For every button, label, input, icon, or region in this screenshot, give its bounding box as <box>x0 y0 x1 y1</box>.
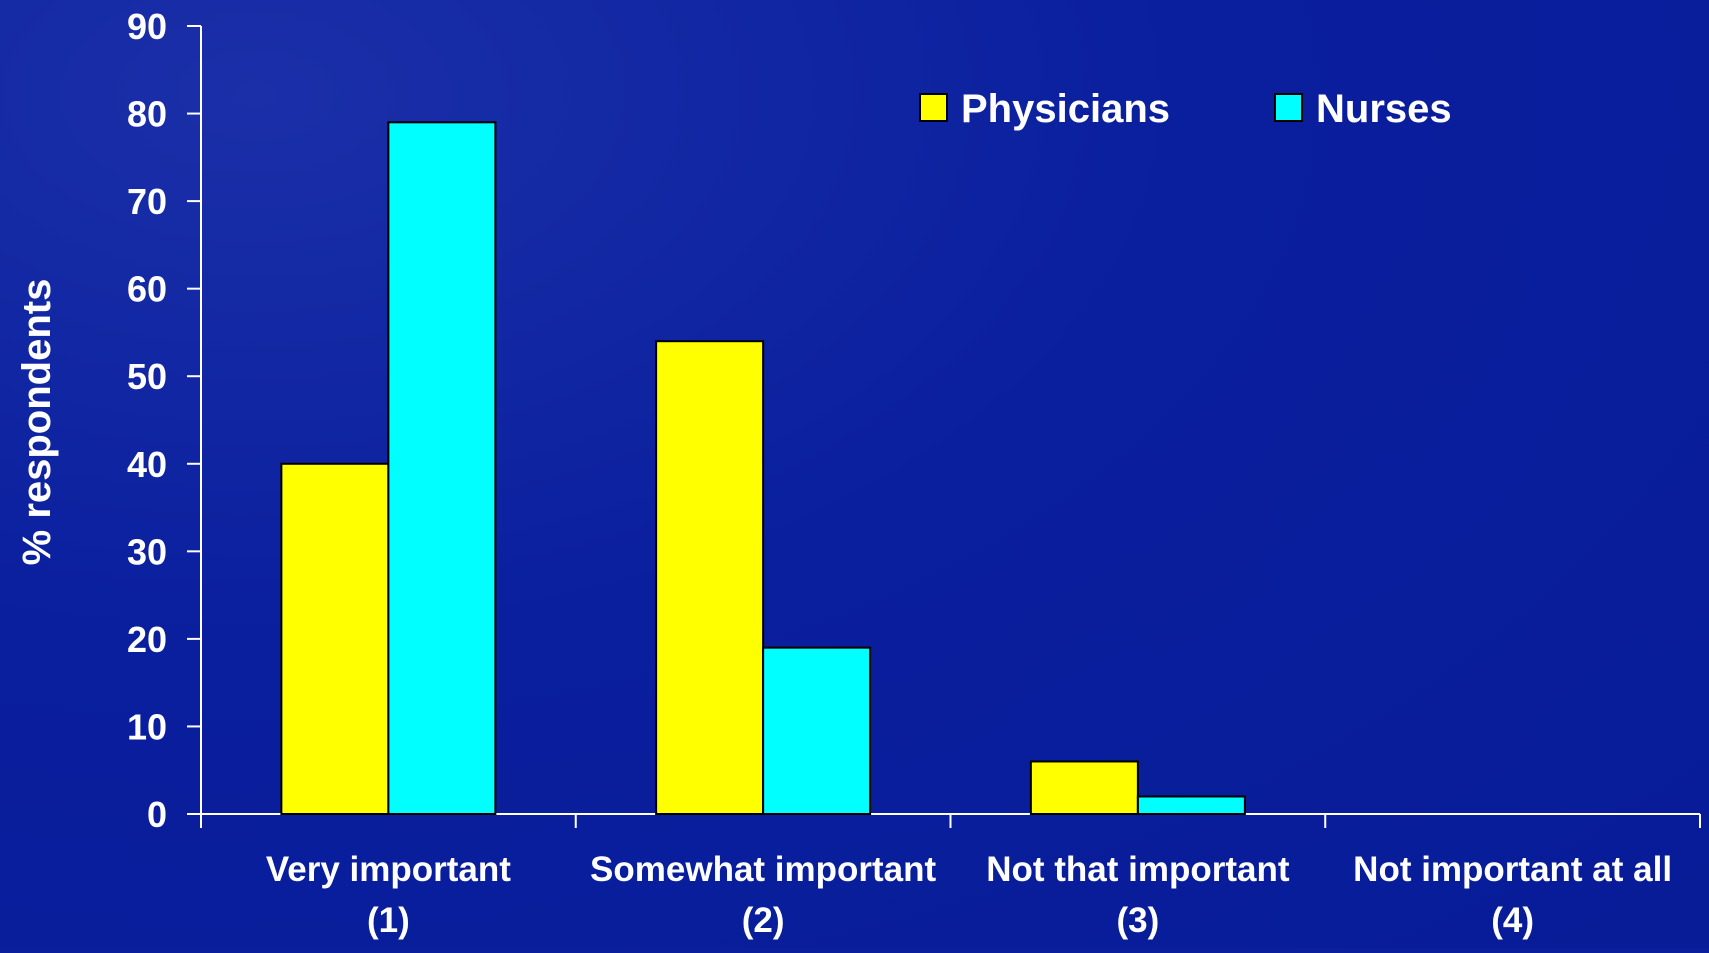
x-tick-label-index: (4) <box>1491 901 1534 940</box>
y-tick-label: 50 <box>127 356 167 397</box>
legend-label-physicians: Physicians <box>961 87 1170 131</box>
x-tick-label: Not that important <box>986 850 1290 889</box>
bar-nurses <box>387 121 497 816</box>
x-axis: Very important (1) Somewhat important (2) No… <box>200 813 1701 940</box>
y-tick-label: 0 <box>147 794 167 835</box>
legend-swatch-physicians <box>919 93 948 122</box>
bar-nurses <box>1136 795 1246 816</box>
x-tick-label: Not important at all <box>1353 850 1672 889</box>
y-tick-label: 70 <box>127 181 167 222</box>
y-tick-label: 60 <box>127 269 167 310</box>
x-tick-label: Somewhat important <box>590 850 936 889</box>
bar-physicians <box>1029 760 1139 816</box>
x-tick-label: Very important <box>266 850 511 889</box>
y-tick-label: 90 <box>127 6 167 47</box>
y-tick-label: 80 <box>127 94 167 135</box>
bar-physicians <box>280 462 390 815</box>
y-tick-label: 40 <box>127 444 167 485</box>
bar-nurses <box>762 646 872 816</box>
y-tick-label: 10 <box>127 706 167 747</box>
x-tick-label-index: (1) <box>367 901 410 940</box>
bar-physicians <box>655 340 765 815</box>
y-tick-label: 30 <box>127 531 167 572</box>
y-axis: 0 10 20 30 40 50 60 70 80 90 <box>127 6 202 835</box>
bars <box>280 121 1246 816</box>
legend-swatch-nurses <box>1274 93 1303 122</box>
x-tick-label-index: (2) <box>742 901 785 940</box>
legend: Physicians Nurses <box>919 87 1452 131</box>
legend-label-nurses: Nurses <box>1316 87 1452 131</box>
y-axis-label: % respondents <box>15 279 59 566</box>
y-tick-label: 20 <box>127 619 167 660</box>
x-tick-label-index: (3) <box>1116 901 1159 940</box>
